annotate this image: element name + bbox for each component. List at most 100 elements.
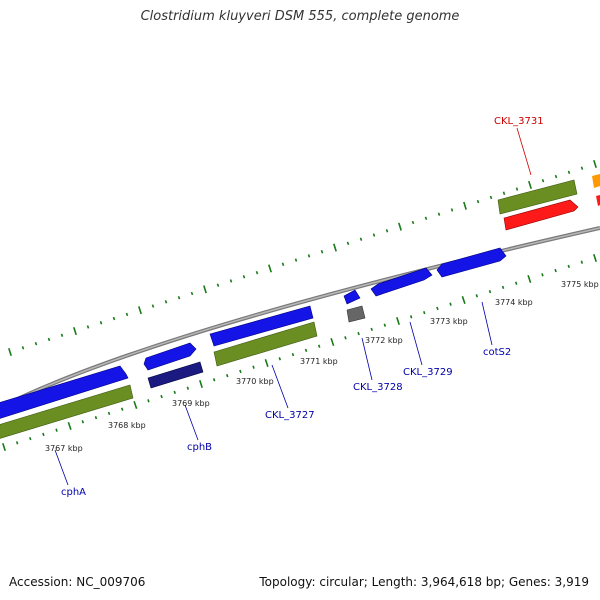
scale-tick bbox=[317, 344, 321, 348]
scale-label: 3772 kbp bbox=[365, 336, 403, 345]
scale-tick bbox=[330, 337, 335, 347]
neighbor-feature-orange[interactable] bbox=[592, 174, 600, 188]
neighbor-feature-red[interactable] bbox=[596, 195, 600, 206]
scale-tick bbox=[567, 264, 570, 269]
scale-tick bbox=[385, 229, 389, 233]
scale-tick bbox=[541, 179, 545, 183]
scale-tick bbox=[409, 315, 413, 319]
scale-tick bbox=[239, 369, 242, 374]
gene-label-cotS2[interactable]: cotS2 bbox=[483, 347, 511, 358]
scale-tick bbox=[593, 159, 597, 169]
scale-tick bbox=[212, 378, 216, 382]
cds-feature-CKL_3727[interactable] bbox=[209, 305, 314, 347]
scale-tick bbox=[567, 170, 571, 175]
scale-tick bbox=[344, 336, 347, 340]
map-title: Clostridium kluyveri DSM 555, complete g… bbox=[140, 9, 460, 24]
gene-label-CKL_3729[interactable]: CKL_3729 bbox=[403, 367, 453, 378]
cds-feature-reverse-cphB[interactable] bbox=[147, 361, 204, 389]
scale-tick bbox=[489, 195, 493, 200]
gene-label-CKL_3727[interactable]: CKL_3727 bbox=[265, 410, 315, 421]
scale-tick bbox=[437, 212, 441, 216]
gene-bar-2[interactable] bbox=[213, 321, 318, 367]
scale-tick bbox=[515, 187, 519, 191]
scale-tick bbox=[60, 333, 64, 337]
scale-label: 3769 kbp bbox=[172, 399, 210, 408]
gene-bar-3[interactable] bbox=[497, 179, 578, 215]
scale-tick bbox=[268, 264, 272, 273]
gene-label-cphA[interactable]: cphA bbox=[61, 487, 86, 498]
scale-tick bbox=[34, 341, 38, 346]
scale-tick bbox=[359, 237, 363, 241]
inner-tick-row bbox=[2, 253, 597, 452]
scale-tick bbox=[346, 241, 350, 246]
scale-tick bbox=[255, 270, 259, 275]
accession-text: Accession: NC_009706 bbox=[9, 575, 146, 589]
scale-tick bbox=[476, 199, 480, 204]
gene-label-cphB[interactable]: cphB bbox=[187, 442, 212, 453]
cds-feature-cphB[interactable] bbox=[143, 342, 197, 371]
scale-tick bbox=[94, 415, 98, 420]
gene-bar-1[interactable] bbox=[0, 384, 134, 440]
gene-label-CKL_3731[interactable]: CKL_3731 bbox=[494, 116, 544, 127]
cds-feature-CKL_3728[interactable] bbox=[343, 289, 361, 305]
cds-feature-CKL_3731[interactable] bbox=[503, 199, 579, 231]
gene-track bbox=[0, 179, 578, 440]
scale-tick bbox=[173, 390, 176, 395]
scale-tick bbox=[580, 166, 584, 170]
scale-label: 3773 kbp bbox=[430, 317, 468, 326]
gene-label-CKL_3728[interactable]: CKL_3728 bbox=[353, 382, 403, 393]
scale-tick bbox=[333, 243, 337, 252]
scale-tick bbox=[242, 275, 246, 279]
scale-tick bbox=[160, 394, 163, 399]
scale-tick bbox=[264, 358, 269, 368]
scale-tick bbox=[229, 279, 233, 283]
forward-strand-features bbox=[0, 199, 579, 420]
scale-label: 3767 kbp bbox=[45, 444, 83, 453]
scale-label: 3768 kbp bbox=[108, 421, 146, 430]
scale-tick bbox=[320, 250, 324, 254]
scale-labels: 3767 kbp 3768 kbp 3769 kbp 3770 kbp 3771… bbox=[45, 280, 599, 453]
scale-tick bbox=[370, 327, 373, 332]
scale-tick bbox=[411, 220, 415, 225]
scale-tick bbox=[81, 420, 85, 424]
scale-tick bbox=[304, 348, 308, 353]
scale-tick bbox=[475, 294, 479, 298]
scale-tick bbox=[278, 357, 282, 361]
scale-tick bbox=[120, 407, 124, 411]
scale-tick bbox=[42, 432, 45, 437]
scale-tick bbox=[73, 327, 77, 336]
cds-feature-cphA-upper[interactable] bbox=[0, 365, 129, 420]
scale-tick bbox=[190, 291, 194, 296]
scale-tick bbox=[125, 312, 129, 317]
scale-tick bbox=[29, 436, 32, 441]
scale-tick bbox=[99, 321, 103, 325]
scale-tick bbox=[461, 295, 466, 305]
scale-tick bbox=[527, 274, 532, 284]
scale-tick bbox=[423, 310, 426, 315]
cds-feature-cotS2[interactable] bbox=[436, 247, 507, 278]
scale-tick bbox=[383, 323, 387, 327]
scale-tick bbox=[186, 386, 190, 390]
scale-tick bbox=[502, 191, 506, 195]
scale-tick bbox=[580, 260, 584, 264]
scale-label: 3775 kbp bbox=[561, 280, 599, 289]
gene-labels: CKL_3731 cphA cphB CKL_3727 CKL_3728 CKL… bbox=[61, 116, 544, 498]
genome-summary-text: Topology: circular; Length: 3,964,618 bp… bbox=[259, 575, 589, 589]
cds-feature-CKL_3729[interactable] bbox=[370, 267, 433, 297]
scale-tick bbox=[501, 285, 505, 290]
scale-tick bbox=[528, 180, 532, 189]
scale-tick bbox=[133, 400, 138, 410]
scale-tick bbox=[147, 399, 150, 403]
scale-tick bbox=[86, 325, 90, 329]
scale-tick bbox=[107, 411, 111, 416]
scale-tick bbox=[2, 442, 6, 452]
cds-feature-grey[interactable] bbox=[346, 305, 366, 323]
scale-tick bbox=[463, 201, 467, 210]
scale-tick bbox=[396, 316, 400, 326]
scale-tick bbox=[226, 373, 229, 378]
scale-tick bbox=[55, 428, 58, 432]
scale-tick bbox=[541, 273, 544, 277]
scale-tick bbox=[281, 262, 285, 266]
scale-tick bbox=[151, 304, 155, 308]
label-leaders bbox=[54, 127, 532, 486]
